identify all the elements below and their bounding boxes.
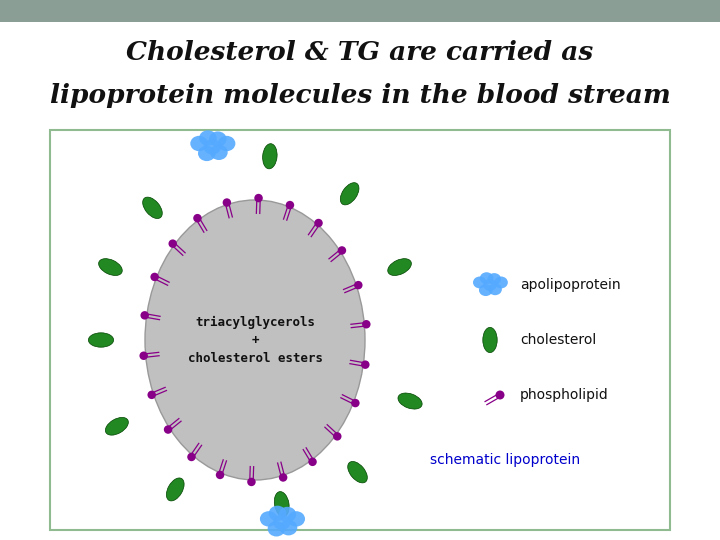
Text: triacylglycerols
+
cholesterol esters: triacylglycerols + cholesterol esters [187,315,323,364]
Ellipse shape [287,511,305,526]
Ellipse shape [143,197,162,219]
Circle shape [308,457,317,466]
Circle shape [140,352,148,360]
Text: lipoprotein molecules in the blood stream: lipoprotein molecules in the blood strea… [50,83,670,107]
Ellipse shape [190,136,208,151]
Circle shape [193,214,202,222]
Ellipse shape [89,333,114,347]
Ellipse shape [204,139,221,154]
Circle shape [148,390,156,399]
Ellipse shape [398,393,422,409]
Circle shape [254,194,263,202]
Circle shape [164,426,172,434]
Ellipse shape [488,284,502,295]
Text: Cholesterol & TG are carried as: Cholesterol & TG are carried as [127,39,593,64]
Ellipse shape [105,417,128,435]
Text: schematic lipoprotein: schematic lipoprotein [430,453,580,467]
Ellipse shape [99,259,122,275]
Ellipse shape [209,131,227,147]
Ellipse shape [480,272,493,284]
Circle shape [495,390,505,400]
Ellipse shape [260,511,277,526]
Text: cholesterol: cholesterol [520,333,596,347]
Ellipse shape [166,478,184,501]
Ellipse shape [494,276,508,288]
Text: apolipoprotein: apolipoprotein [520,278,621,292]
Ellipse shape [198,146,215,161]
Circle shape [222,198,231,207]
Circle shape [362,320,371,328]
Ellipse shape [279,507,296,522]
Ellipse shape [145,200,365,480]
Circle shape [216,471,225,479]
Text: phospholipid: phospholipid [520,388,608,402]
Ellipse shape [199,130,217,146]
Ellipse shape [483,327,498,353]
Circle shape [140,311,149,320]
Circle shape [279,473,287,482]
Circle shape [150,273,159,281]
Bar [50,130,670,530]
Ellipse shape [263,144,277,169]
Ellipse shape [217,136,235,151]
Ellipse shape [341,183,359,205]
Circle shape [361,360,369,369]
Ellipse shape [388,259,411,275]
Ellipse shape [473,276,487,288]
Circle shape [338,246,346,255]
Bar [0,0,720,22]
Ellipse shape [268,521,285,536]
Ellipse shape [269,505,287,521]
Ellipse shape [279,520,297,535]
Ellipse shape [274,491,289,517]
Circle shape [187,453,196,461]
Ellipse shape [487,273,501,285]
Circle shape [351,399,359,407]
Circle shape [247,478,256,486]
Circle shape [168,239,177,248]
Ellipse shape [479,284,492,296]
Ellipse shape [210,145,228,160]
Circle shape [333,432,341,441]
Ellipse shape [348,462,367,483]
Circle shape [314,219,323,227]
Ellipse shape [273,515,291,530]
Ellipse shape [483,279,497,291]
Circle shape [354,281,363,289]
Circle shape [286,201,294,210]
